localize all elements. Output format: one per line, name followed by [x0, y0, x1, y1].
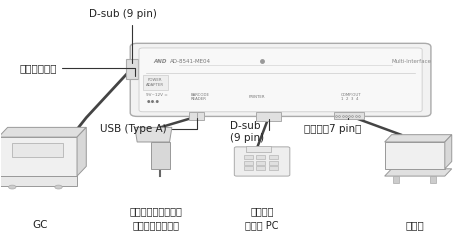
Polygon shape	[0, 176, 77, 186]
Bar	[268, 166, 277, 170]
Text: BARCODE
READER: BARCODE READER	[190, 93, 209, 101]
Polygon shape	[77, 127, 86, 176]
Polygon shape	[151, 142, 169, 169]
Bar	[256, 155, 265, 159]
FancyBboxPatch shape	[139, 48, 421, 112]
Text: D-sub (9 pin): D-sub (9 pin)	[88, 9, 156, 63]
Polygon shape	[135, 127, 171, 142]
Text: PRINTER: PRINTER	[248, 95, 264, 99]
FancyBboxPatch shape	[234, 147, 289, 176]
Polygon shape	[384, 169, 451, 176]
Bar	[245, 146, 271, 152]
Bar	[12, 143, 63, 157]
Text: 計量台: 計量台	[405, 220, 423, 230]
Bar	[256, 111, 281, 121]
Bar	[243, 166, 252, 170]
Bar	[393, 176, 398, 184]
Text: ●-●-●: ●-●-●	[146, 100, 159, 104]
Bar	[430, 176, 435, 184]
Text: 付属ケーブル: 付属ケーブル	[19, 63, 135, 76]
Polygon shape	[384, 142, 444, 169]
Text: 9V~12V =: 9V~12V =	[146, 93, 168, 97]
Text: D-sub
(9 pin): D-sub (9 pin)	[229, 119, 269, 143]
Text: バーコードリーダー
またはキーボード: バーコードリーダー またはキーボード	[129, 207, 181, 230]
Bar	[243, 155, 252, 159]
Bar	[143, 75, 168, 90]
Circle shape	[55, 185, 62, 189]
Bar	[256, 161, 265, 165]
Bar	[196, 112, 204, 120]
Bar	[268, 161, 277, 165]
Circle shape	[8, 185, 16, 189]
FancyBboxPatch shape	[130, 43, 430, 116]
Bar	[256, 166, 265, 170]
Polygon shape	[0, 137, 77, 176]
Text: AND: AND	[153, 59, 167, 64]
Polygon shape	[0, 127, 86, 137]
Text: GC: GC	[32, 220, 48, 230]
Text: AD-8541-ME04: AD-8541-ME04	[169, 59, 210, 64]
Bar	[125, 59, 138, 79]
Text: USB (Type A): USB (Type A)	[100, 118, 197, 134]
Bar	[243, 161, 252, 165]
Bar	[333, 111, 363, 119]
Bar	[189, 112, 196, 120]
Text: プリンタ
または PC: プリンタ または PC	[245, 207, 278, 230]
Polygon shape	[384, 135, 451, 142]
Polygon shape	[444, 135, 451, 169]
Text: Multi-Interface: Multi-Interface	[391, 59, 431, 64]
Text: COMP.OUT
1  2  3  4: COMP.OUT 1 2 3 4	[340, 93, 361, 101]
Text: 端子台（7 pin）: 端子台（7 pin）	[303, 118, 360, 134]
Bar	[268, 155, 277, 159]
Text: POWER
ADAPTER: POWER ADAPTER	[146, 78, 164, 87]
